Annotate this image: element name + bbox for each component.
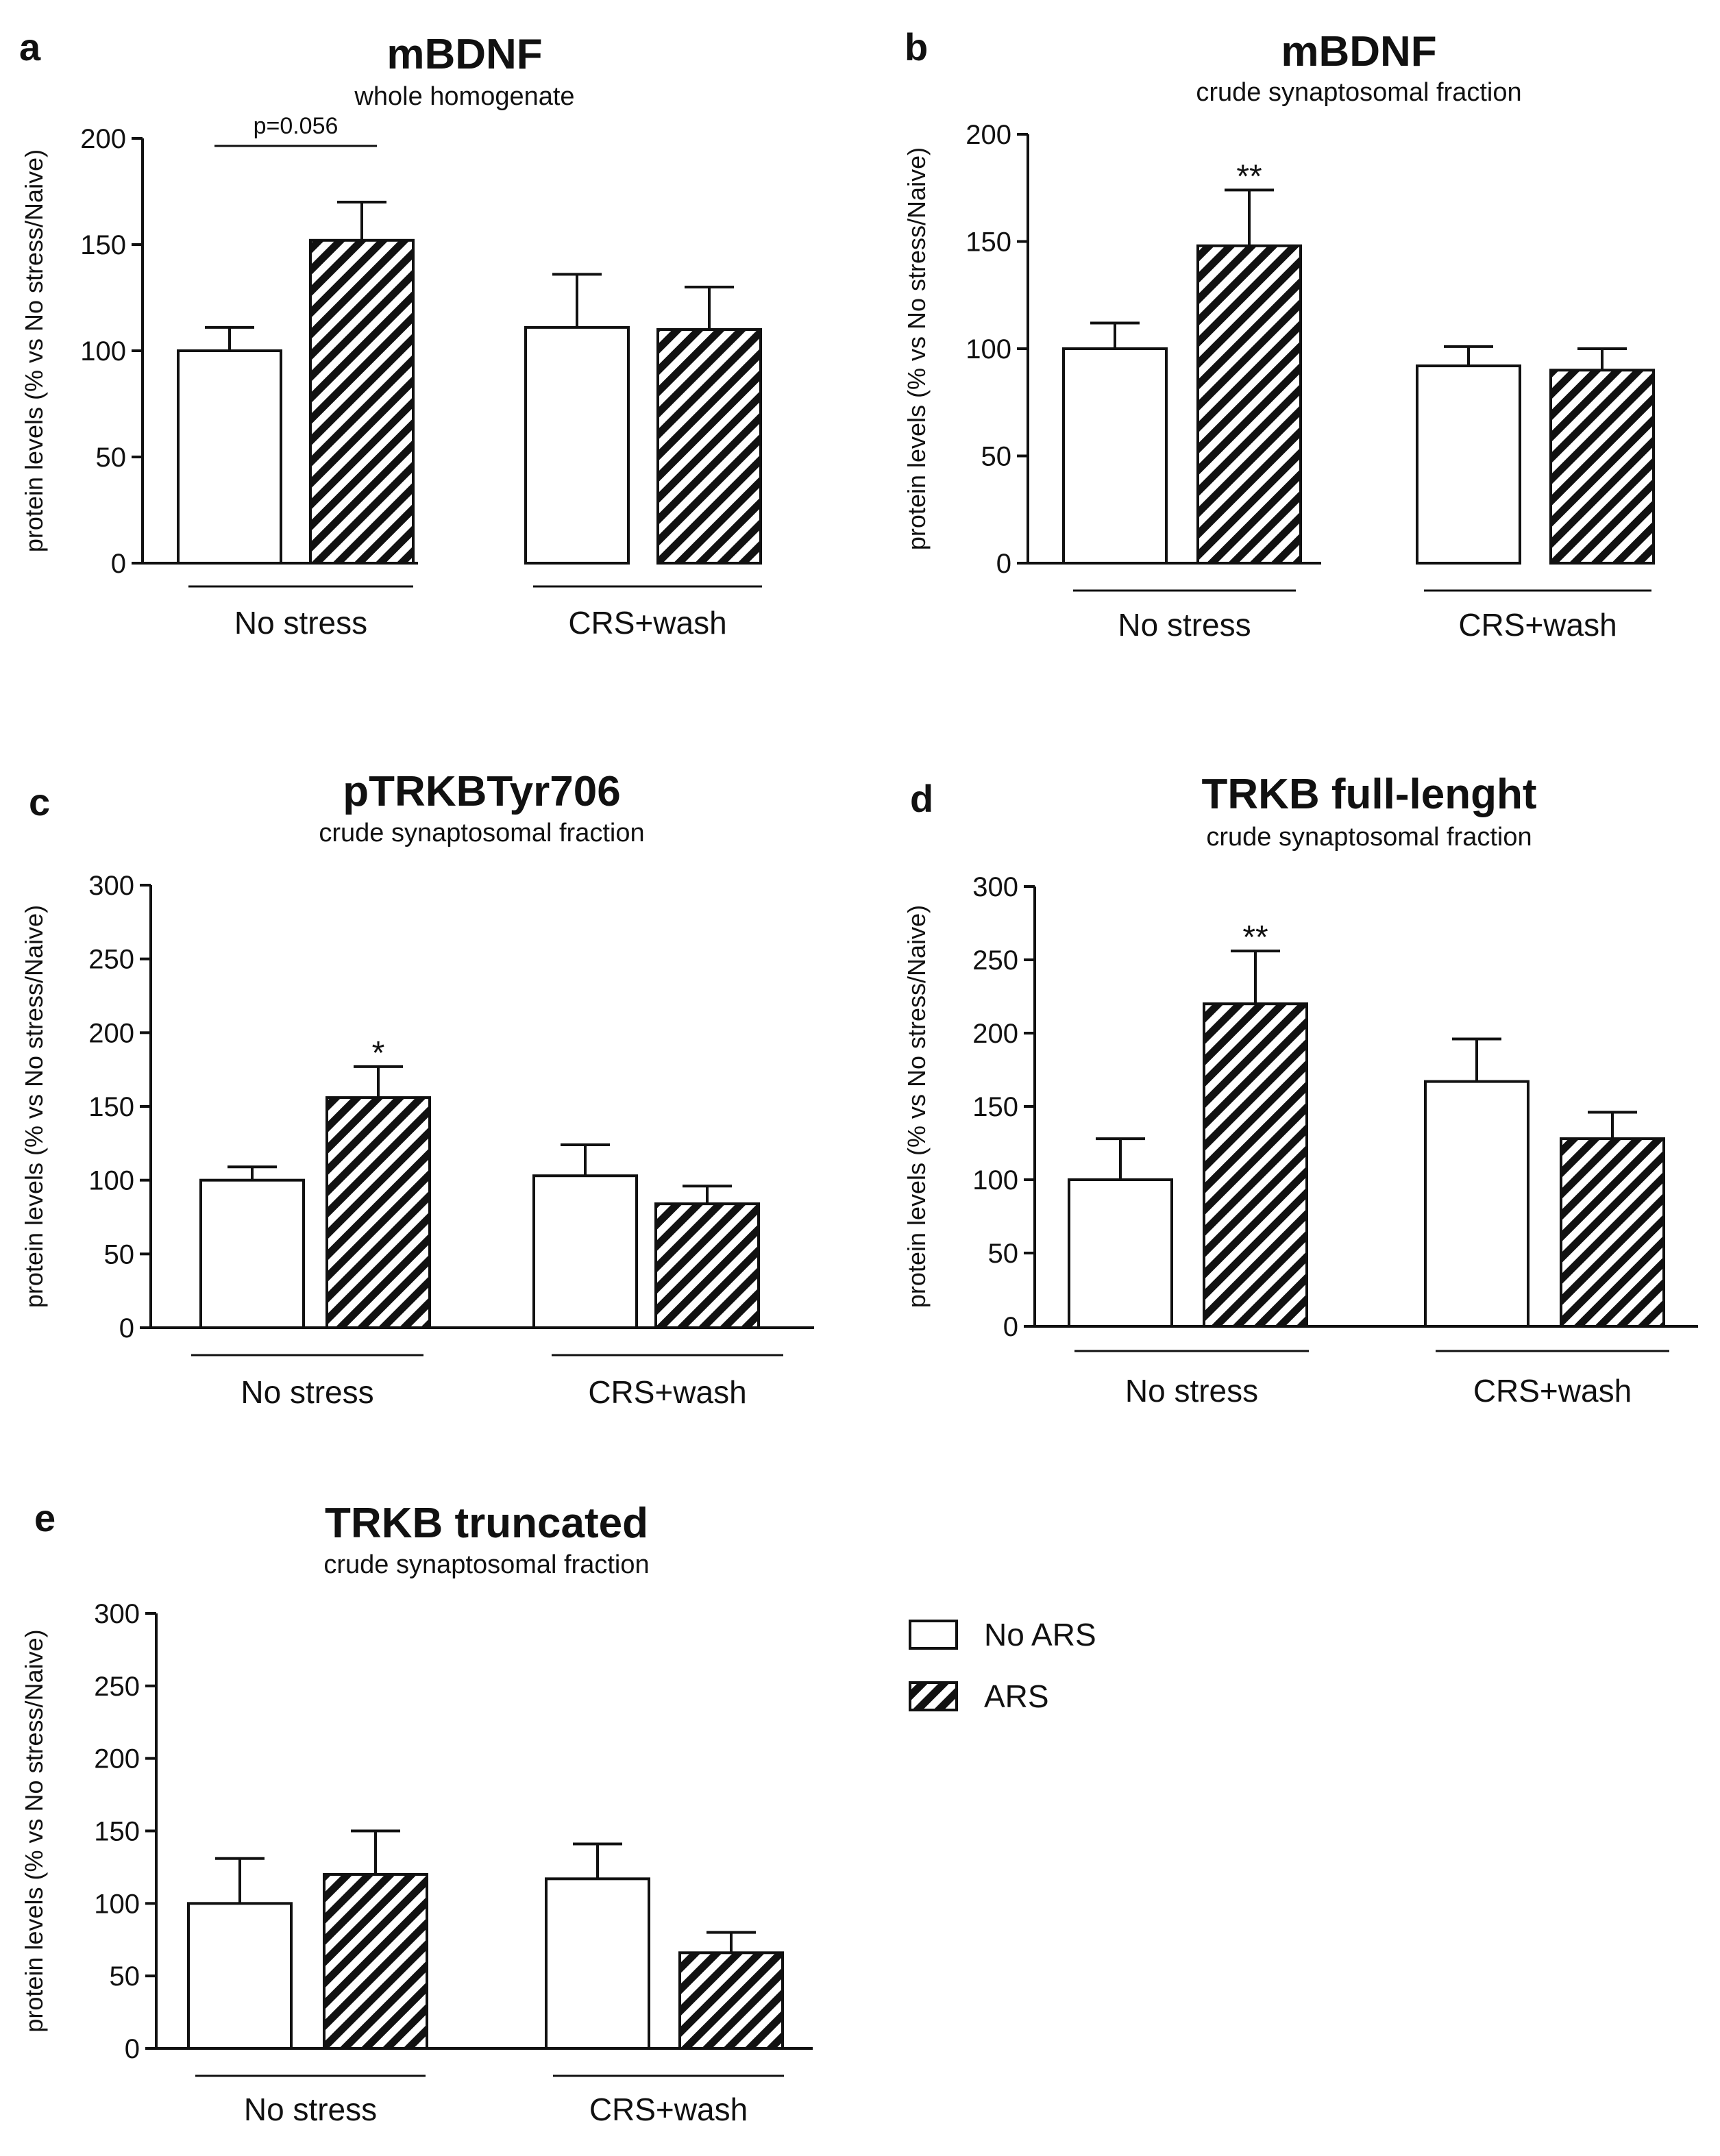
group-label: CRS+wash bbox=[568, 605, 726, 641]
bar-no-ars bbox=[1068, 1178, 1173, 1328]
group-label: No stress bbox=[241, 1374, 373, 1410]
legend: No ARS ARS bbox=[909, 1617, 1096, 1714]
bar-ars bbox=[1196, 244, 1302, 565]
panel-letter: d bbox=[910, 777, 933, 820]
panel-e: e TRKB truncated crude synaptosomal fracti… bbox=[20, 1496, 813, 2127]
chart-title: pTRKBTyr706 bbox=[343, 768, 620, 815]
y-tick-label: 150 bbox=[972, 1092, 1018, 1122]
y-tick-label: 250 bbox=[972, 945, 1018, 976]
legend-label: No ARS bbox=[984, 1617, 1096, 1652]
panel-letter: a bbox=[19, 25, 41, 69]
chart-subtitle: crude synaptosomal fraction bbox=[319, 819, 644, 847]
chart-subtitle: crude synaptosomal fraction bbox=[323, 1550, 649, 1579]
y-tick-label: 200 bbox=[966, 120, 1011, 150]
legend-swatch-ars bbox=[909, 1681, 958, 1711]
panel-letter: c bbox=[29, 780, 50, 823]
y-tick-label: 250 bbox=[88, 945, 134, 975]
bar-ars bbox=[656, 328, 762, 565]
chart-title: mBDNF bbox=[386, 31, 542, 78]
panel-d: d TRKB full-lenght crude synaptosomal frac… bbox=[902, 771, 1698, 1409]
y-axis-label: protein levels (% vs No stress/Naive) bbox=[20, 1629, 48, 2032]
significance-star: ** bbox=[1242, 919, 1268, 956]
significance-label: p=0.056 bbox=[254, 113, 339, 139]
group-label: CRS+wash bbox=[588, 1374, 746, 1410]
y-tick-label: 200 bbox=[94, 1744, 140, 1774]
bar-no-ars bbox=[187, 1902, 293, 2050]
y-axis-label: protein levels (% vs No stress/Naive) bbox=[902, 905, 931, 1308]
bar-no-ars bbox=[1416, 364, 1521, 565]
group-label: CRS+wash bbox=[589, 2092, 748, 2127]
group-label: CRS+wash bbox=[1473, 1373, 1632, 1409]
panel-c: c pTRKBTyr706 crude synaptosomal fraction 0… bbox=[20, 768, 814, 1410]
chart-subtitle: crude synaptosomal fraction bbox=[1196, 78, 1521, 107]
y-tick-label: 150 bbox=[966, 227, 1011, 258]
y-tick-label: 100 bbox=[966, 334, 1011, 364]
y-tick-label: 100 bbox=[88, 1166, 134, 1196]
chart-title: TRKB full-lenght bbox=[1201, 771, 1536, 818]
panel-letter: b bbox=[905, 25, 928, 69]
bar-ars bbox=[1549, 369, 1655, 565]
y-tick-label: 0 bbox=[1003, 1312, 1018, 1342]
group-label: No stress bbox=[1118, 607, 1251, 643]
y-tick-label: 150 bbox=[94, 1817, 140, 1847]
y-tick-label: 100 bbox=[94, 1889, 140, 1919]
chart-subtitle: whole homogenate bbox=[354, 82, 574, 111]
bar-no-ars bbox=[532, 1174, 638, 1329]
y-tick-label: 150 bbox=[88, 1092, 134, 1122]
y-tick-label: 300 bbox=[94, 1599, 140, 1629]
y-tick-label: 0 bbox=[111, 549, 126, 579]
group-label: No stress bbox=[234, 605, 367, 641]
bar-no-ars bbox=[1062, 347, 1168, 565]
y-tick-label: 0 bbox=[125, 2034, 140, 2064]
bar-ars bbox=[323, 1873, 428, 2050]
y-tick-label: 300 bbox=[88, 871, 134, 901]
y-axis-label: protein levels (% vs No stress/Naive) bbox=[20, 149, 48, 552]
bar-ars bbox=[1560, 1137, 1665, 1328]
bar-no-ars bbox=[199, 1178, 305, 1329]
panel-b: b mBDNF crude synaptosomal fraction 0 50 100 1… bbox=[902, 25, 1655, 643]
y-tick-label: 100 bbox=[972, 1165, 1018, 1195]
chart-title: mBDNF bbox=[1281, 28, 1436, 75]
chart-subtitle: crude synaptosomal fraction bbox=[1206, 823, 1532, 852]
group-label: No stress bbox=[1125, 1373, 1258, 1409]
bar-no-ars bbox=[524, 325, 630, 565]
legend-label: ARS bbox=[984, 1678, 1049, 1714]
bar-ars bbox=[325, 1096, 431, 1329]
y-axis-label: protein levels (% vs No stress/Naive) bbox=[20, 905, 48, 1308]
y-tick-label: 50 bbox=[96, 443, 127, 473]
y-tick-label: 300 bbox=[972, 872, 1018, 902]
bar-ars bbox=[654, 1202, 760, 1329]
bar-no-ars bbox=[1424, 1080, 1529, 1328]
y-tick-label: 50 bbox=[110, 1961, 140, 1992]
y-tick-label: 50 bbox=[981, 442, 1012, 472]
bar-ars bbox=[309, 238, 415, 565]
y-tick-label: 200 bbox=[88, 1018, 134, 1048]
y-tick-label: 200 bbox=[972, 1019, 1018, 1049]
group-label: CRS+wash bbox=[1458, 607, 1617, 643]
y-tick-label: 50 bbox=[104, 1239, 135, 1269]
y-axis-label: protein levels (% vs No stress/Naive) bbox=[902, 147, 931, 550]
y-tick-label: 100 bbox=[80, 336, 126, 367]
y-tick-label: 0 bbox=[119, 1313, 134, 1343]
y-tick-label: 50 bbox=[988, 1239, 1019, 1269]
y-tick-label: 250 bbox=[94, 1672, 140, 1702]
bar-no-ars bbox=[545, 1877, 650, 2050]
panel-letter: e bbox=[34, 1496, 56, 1539]
y-tick-label: 0 bbox=[996, 549, 1011, 579]
y-tick-label: 150 bbox=[80, 230, 126, 260]
panel-a: a mBDNF whole homogenate 0 50 100 150 200 protei… bbox=[19, 25, 762, 641]
bar-ars bbox=[1203, 1002, 1308, 1328]
y-tick-label: 200 bbox=[80, 124, 126, 154]
legend-swatch-no-ars bbox=[909, 1620, 958, 1650]
bar-no-ars bbox=[177, 349, 282, 565]
significance-star: ** bbox=[1236, 158, 1262, 195]
chart-title: TRKB truncated bbox=[325, 1500, 648, 1547]
group-label: No stress bbox=[244, 2092, 377, 2127]
bar-ars bbox=[678, 1951, 784, 2050]
panels: a mBDNF whole homogenate 0 50 100 150 200 protei… bbox=[19, 25, 1698, 2127]
significance-star: * bbox=[372, 1035, 385, 1071]
